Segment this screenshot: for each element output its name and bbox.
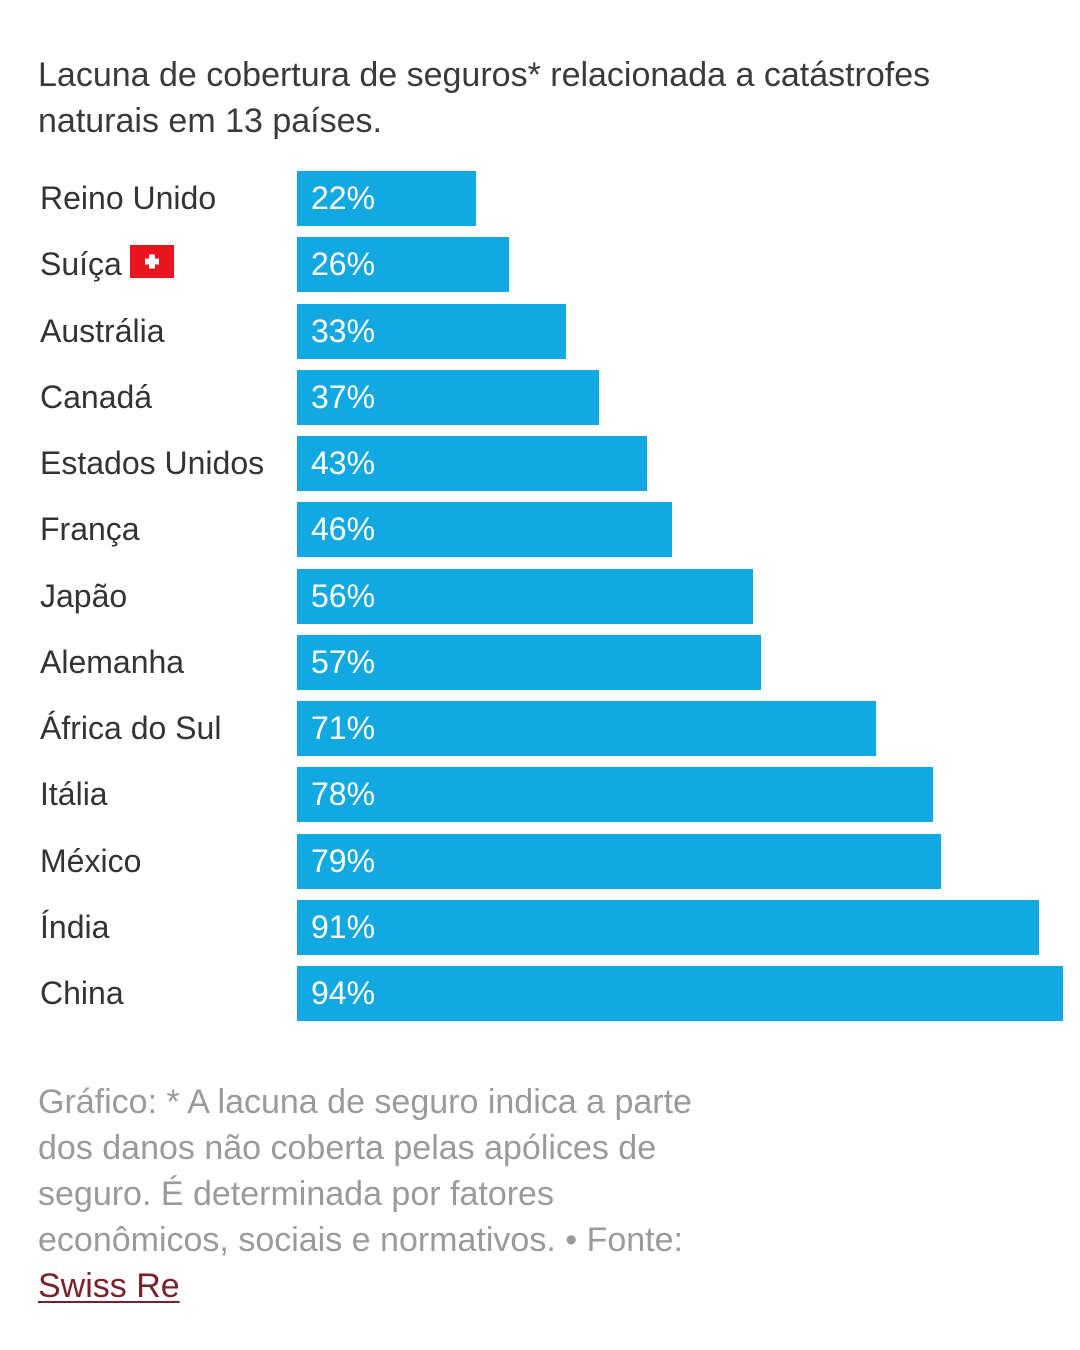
bar-row: Japão 56% xyxy=(0,568,1080,624)
category-label-text: Alemanha xyxy=(40,643,185,680)
bar-row: Alemanha 57% xyxy=(0,634,1080,690)
category-label-text: Estados Unidos xyxy=(40,445,265,481)
bar: 94% xyxy=(297,966,1063,1021)
bar-chart: Reino Unido 22% Suíça 26% Austrália 33% Canadá… xyxy=(0,171,1080,1021)
data-label: 22% xyxy=(311,180,376,216)
data-label: 46% xyxy=(311,511,376,548)
category-label: Reino Unido xyxy=(40,171,216,226)
category-label: México xyxy=(40,834,141,889)
category-label: França xyxy=(40,502,140,557)
bar-row: China 94% xyxy=(0,966,1080,1021)
bar: 33% xyxy=(297,303,566,359)
bar: 37% xyxy=(297,369,599,425)
category-label-text: Austrália xyxy=(40,312,165,349)
category-label: Itália xyxy=(40,767,108,822)
bar-row: Canadá 37% xyxy=(0,369,1080,425)
bar: 91% xyxy=(297,899,1039,955)
bar: 57% xyxy=(297,634,762,690)
category-label: Índia xyxy=(40,900,109,955)
bar: 78% xyxy=(297,767,933,823)
data-label: 33% xyxy=(311,312,376,349)
bar-row: Austrália 33% xyxy=(0,303,1080,359)
data-label: 94% xyxy=(311,975,376,1011)
category-label: Japão xyxy=(40,569,127,624)
category-label: Suíça xyxy=(40,237,174,292)
category-label-text: África do Sul xyxy=(40,710,222,746)
bar-row: Índia 91% xyxy=(0,899,1080,955)
category-label: Alemanha xyxy=(40,635,184,690)
footnote-text: Gráfico: * A lacuna de seguro indica a p… xyxy=(38,1083,692,1259)
bar: 43% xyxy=(297,436,648,491)
bar-row: Reino Unido 22% xyxy=(0,171,1080,226)
data-label: 37% xyxy=(311,378,376,415)
bar-row: Estados Unidos 43% xyxy=(0,436,1080,491)
category-label-text: Japão xyxy=(40,577,128,614)
category-label-text: Reino Unido xyxy=(40,180,217,216)
data-label: 71% xyxy=(311,710,376,746)
category-label-text: Suíça xyxy=(40,246,122,283)
bar-row: França 46% xyxy=(0,502,1080,558)
category-label-text: França xyxy=(40,511,140,548)
data-label: 79% xyxy=(311,842,376,879)
bar: 71% xyxy=(297,701,876,756)
bar: 79% xyxy=(297,833,941,889)
category-label: África do Sul xyxy=(40,701,221,756)
swiss-flag-icon xyxy=(129,245,174,279)
bar-row: Itália 78% xyxy=(0,767,1080,823)
category-label: Estados Unidos xyxy=(40,436,264,491)
bar: 46% xyxy=(297,502,672,558)
source-link[interactable]: Swiss Re xyxy=(38,1267,180,1305)
bar-row: África do Sul 71% xyxy=(0,701,1080,756)
category-label-text: Canadá xyxy=(40,378,153,415)
category-label-text: Índia xyxy=(40,908,110,945)
bar: 22% xyxy=(297,171,477,226)
category-label-text: China xyxy=(40,975,124,1011)
data-label: 43% xyxy=(311,445,376,481)
chart-title: Lacuna de cobertura de seguros* relacion… xyxy=(38,56,931,140)
bar-row: Suíça 26% xyxy=(0,237,1080,293)
chart-footnote: Gráfico: * A lacuna de seguro indica a p… xyxy=(38,1079,738,1309)
category-label: China xyxy=(40,966,124,1021)
data-label: 78% xyxy=(311,776,376,813)
category-label: Canadá xyxy=(40,370,152,425)
data-label: 57% xyxy=(311,643,376,680)
bar: 56% xyxy=(297,568,754,624)
category-label: Austrália xyxy=(40,304,165,359)
data-label: 26% xyxy=(311,246,376,283)
data-label: 91% xyxy=(311,908,376,945)
category-label-text: Itália xyxy=(40,776,108,813)
data-label: 56% xyxy=(311,577,376,614)
bar: 26% xyxy=(297,237,509,293)
bar-row: México 79% xyxy=(0,833,1080,889)
category-label-text: México xyxy=(40,842,142,879)
